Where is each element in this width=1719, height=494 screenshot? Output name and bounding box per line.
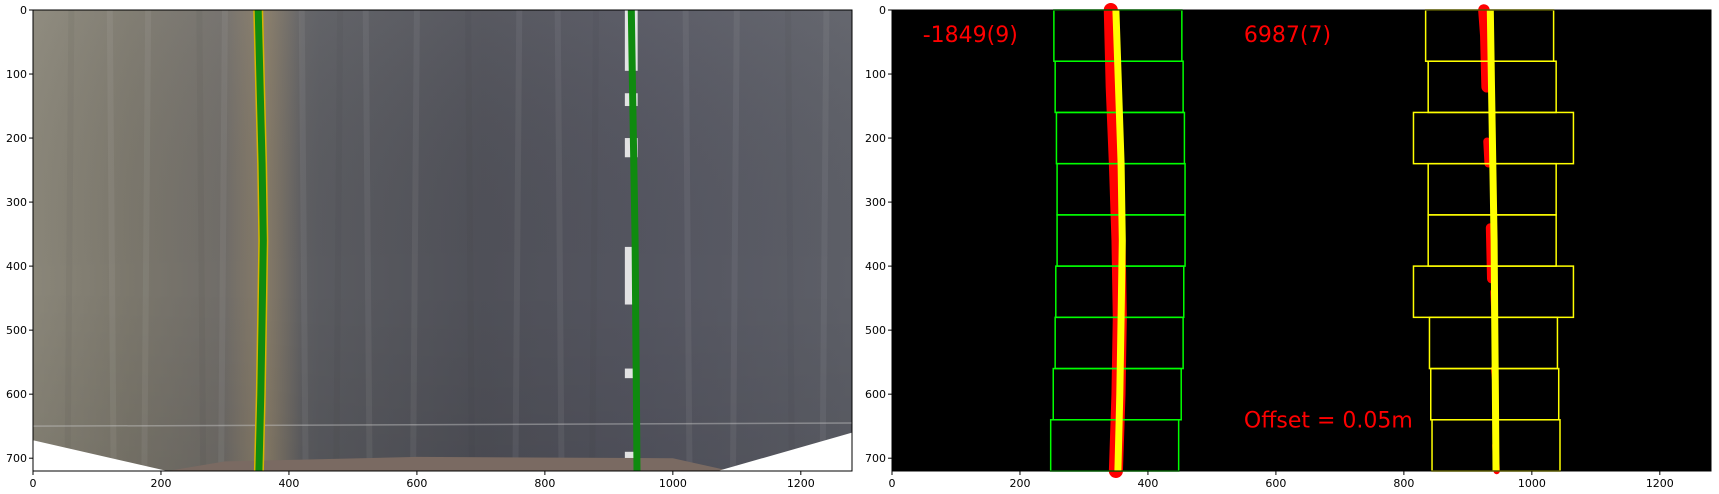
right-panel-axes: 0 200 400 600 800 1000 1200 0 100 200 300 400 500 600… — [865, 4, 1674, 490]
road-streak — [362, 9, 373, 472]
right-curvature-label: 6987(7) — [1244, 23, 1331, 48]
left-lane-fit — [1112, 9, 1126, 472]
right-x-tick-label: 400 — [1137, 477, 1158, 490]
right-x-tick-label: 1200 — [1646, 477, 1674, 490]
left-y-tick-label: 300 — [6, 196, 27, 209]
warp-border-right — [717, 432, 852, 471]
left-panel-frame — [32, 9, 853, 472]
right-lane-fit — [627, 9, 641, 472]
right-x-tick-label: 0 — [889, 477, 896, 490]
left-y-tick-label: 600 — [6, 388, 27, 401]
road-streak — [819, 9, 830, 472]
right-x-tick-label: 800 — [1393, 477, 1414, 490]
left-y-tick-label: 100 — [6, 68, 27, 81]
left-panel-warped-road: 0 200 400 600 800 1000 1200 0 100 200 300 400 500 600… — [6, 4, 853, 490]
left-x-tick-label: 1200 — [787, 477, 815, 490]
road-streak — [141, 9, 152, 472]
warped-road-image — [32, 9, 853, 472]
right-y-tick-label: 300 — [865, 196, 886, 209]
left-y-tick-label: 400 — [6, 260, 27, 273]
road-streak — [512, 9, 523, 472]
lane-pixel-segment — [1478, 4, 1493, 93]
left-x-tick-label: 400 — [278, 477, 299, 490]
right-y-tick-label: 400 — [865, 260, 886, 273]
left-x-tick-label: 0 — [30, 477, 37, 490]
road-streak — [106, 9, 117, 472]
road-edge-dirt — [167, 456, 731, 471]
right-panel-sliding-windows: -1849(9) 6987(7) Offset = 0.05m 0 200 400 6… — [865, 2, 1712, 490]
road-crack — [32, 422, 853, 427]
road-streak — [64, 9, 75, 472]
left-curvature-label: -1849(9) — [923, 23, 1018, 48]
right-y-tick-label: 500 — [865, 324, 886, 337]
left-x-tick-label: 200 — [150, 477, 171, 490]
road-streak — [729, 9, 740, 472]
right-y-tick-label: 600 — [865, 388, 886, 401]
road-streak — [196, 9, 207, 472]
road-streak — [785, 9, 795, 472]
left-y-tick-label: 700 — [6, 452, 27, 465]
road-streak — [554, 9, 565, 472]
right-x-tick-label: 200 — [1009, 477, 1030, 490]
right-y-tick-label: 200 — [865, 132, 886, 145]
right-panel-frame — [891, 9, 1712, 472]
right-y-tick-label: 100 — [865, 68, 886, 81]
road-streak — [333, 9, 344, 472]
right-panel-fit-lines — [1112, 9, 1500, 472]
left-panel-fit-lines — [253, 9, 641, 472]
lane-pixel-segment — [1483, 137, 1493, 168]
right-x-tick-label: 1000 — [1518, 477, 1546, 490]
left-y-tick-label: 500 — [6, 324, 27, 337]
right-y-tick-label: 700 — [865, 452, 886, 465]
binary-image-background — [892, 10, 1711, 471]
right-x-tick-label: 600 — [1265, 477, 1286, 490]
road-streak — [589, 9, 600, 472]
road-streak — [410, 9, 420, 472]
road-shading — [33, 10, 852, 471]
right-lane-fit — [1486, 9, 1500, 472]
right-y-tick-label: 0 — [879, 4, 886, 17]
left-y-tick-label: 0 — [20, 4, 27, 17]
road-streak — [465, 9, 475, 472]
left-x-tick-label: 1000 — [659, 477, 687, 490]
left-x-tick-label: 600 — [406, 477, 427, 490]
lane-dash — [624, 368, 638, 379]
road-streak — [682, 9, 693, 472]
left-y-tick-label: 200 — [6, 132, 27, 145]
left-x-tick-label: 800 — [534, 477, 555, 490]
road-streak — [218, 9, 228, 472]
warp-border-left — [33, 440, 168, 471]
left-lane-fit — [254, 9, 267, 472]
left-panel-axes: 0 200 400 600 800 1000 1200 0 100 200 300 400 500 600… — [6, 4, 815, 490]
road-streak — [298, 9, 309, 472]
offset-label: Offset = 0.05m — [1244, 408, 1413, 433]
